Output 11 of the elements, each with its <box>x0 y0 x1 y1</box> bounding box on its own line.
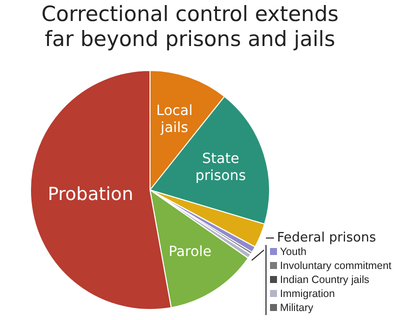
legend-label: Immigration <box>280 288 336 300</box>
slice-label: Local jails <box>156 103 193 136</box>
slice-label: Parole <box>168 244 212 260</box>
legend-label: Involuntary commitment <box>280 260 392 272</box>
slice-label: State prisons <box>195 150 246 184</box>
slice-label: Federal prisons <box>276 230 376 246</box>
legend-label: Indian Country jails <box>280 274 370 286</box>
slice-label: Probation <box>48 184 134 205</box>
legend-label: Youth <box>280 246 307 258</box>
chart-title: Correctional control extends far beyond prisons and jails <box>40 2 340 52</box>
legend-label: Military <box>280 302 314 314</box>
